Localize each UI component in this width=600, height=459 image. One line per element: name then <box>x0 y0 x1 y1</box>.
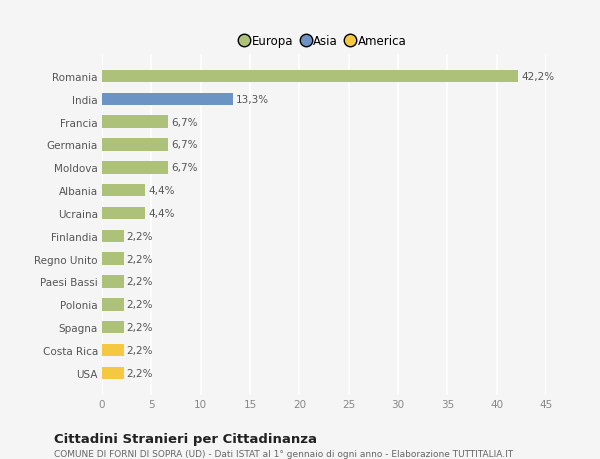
Bar <box>102 367 124 379</box>
Text: 2,2%: 2,2% <box>127 368 153 378</box>
Text: 13,3%: 13,3% <box>236 95 269 105</box>
Text: 42,2%: 42,2% <box>521 72 554 82</box>
Text: 2,2%: 2,2% <box>127 231 153 241</box>
Text: 2,2%: 2,2% <box>127 277 153 287</box>
Text: Cittadini Stranieri per Cittadinanza: Cittadini Stranieri per Cittadinanza <box>54 432 317 445</box>
Text: 2,2%: 2,2% <box>127 323 153 332</box>
Bar <box>102 185 145 197</box>
Bar <box>102 298 124 311</box>
Legend: Europa, Asia, America: Europa, Asia, America <box>236 30 412 53</box>
Bar <box>102 321 124 334</box>
Bar <box>102 230 124 242</box>
Text: 6,7%: 6,7% <box>171 140 197 150</box>
Bar <box>102 93 233 106</box>
Bar <box>102 116 168 129</box>
Text: 2,2%: 2,2% <box>127 300 153 310</box>
Bar <box>102 71 518 83</box>
Bar <box>102 162 168 174</box>
Text: 6,7%: 6,7% <box>171 163 197 173</box>
Bar <box>102 207 145 220</box>
Bar <box>102 139 168 151</box>
Text: 4,4%: 4,4% <box>148 208 175 218</box>
Text: 2,2%: 2,2% <box>127 254 153 264</box>
Text: 2,2%: 2,2% <box>127 345 153 355</box>
Bar <box>102 344 124 357</box>
Bar <box>102 253 124 265</box>
Bar <box>102 275 124 288</box>
Text: 6,7%: 6,7% <box>171 118 197 127</box>
Text: 4,4%: 4,4% <box>148 186 175 196</box>
Text: COMUNE DI FORNI DI SOPRA (UD) - Dati ISTAT al 1° gennaio di ogni anno - Elaboraz: COMUNE DI FORNI DI SOPRA (UD) - Dati IST… <box>54 449 513 458</box>
